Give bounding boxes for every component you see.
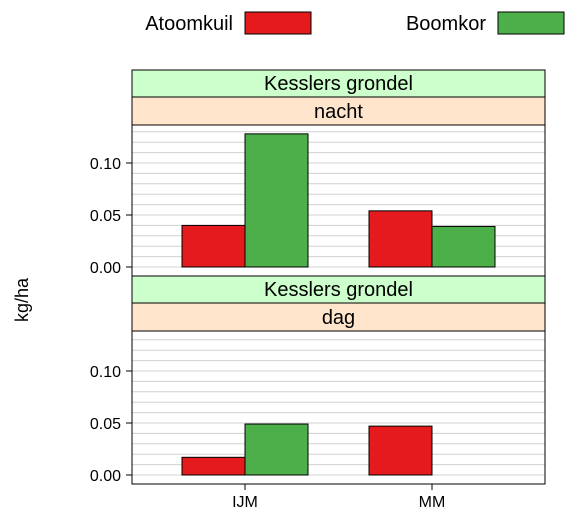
panel-dag-bars (181, 423, 433, 476)
bar-dag-ijm-atoomkuil (181, 456, 246, 476)
x-tick-label-ijm: IJM (232, 494, 258, 511)
panel-nacht: Kesslers grondel nacht (131, 69, 546, 277)
panel-nacht-bars (181, 133, 496, 268)
legend-label-atoomkuil: Atoomkuil (145, 13, 233, 35)
y-tick-label-dag: 0.10 (90, 364, 121, 381)
bar-nacht-mm-atoomkuil (368, 210, 433, 268)
panel-nacht-strip-bottom (131, 96, 546, 126)
panel-nacht-strip-bottom-label: nacht (314, 101, 363, 123)
x-tick-label-mm: MM (419, 494, 446, 511)
bar-nacht-ijm-atoomkuil (181, 224, 246, 268)
panel-nacht-strip-top-label: Kesslers grondel (264, 73, 413, 95)
y-tick-label-nacht: 0.00 (90, 260, 121, 277)
panel-nacht-strip-top (131, 69, 546, 98)
panel-dag: Kesslers grondel dag (131, 275, 546, 485)
y-tick-label-nacht: 0.05 (90, 208, 121, 225)
y-axis-label: kg/ha (12, 277, 32, 322)
y-tick-label-nacht: 0.10 (90, 156, 121, 173)
panel-dag-strip-bottom-label: dag (322, 307, 355, 329)
panel-dag-strip-top-label: Kesslers grondel (264, 279, 413, 301)
legend-swatch-boomkor (497, 11, 565, 35)
bar-dag-mm-atoomkuil (368, 425, 433, 476)
bar-dag-ijm-boomkor (244, 423, 309, 476)
bar-nacht-ijm-boomkor (244, 133, 309, 268)
bar-nacht-mm-boomkor (431, 225, 496, 268)
y-tick-label-dag: 0.00 (90, 468, 121, 485)
panel-dag-strip-bottom (131, 302, 546, 332)
panel-dag-plot-frame (131, 330, 546, 485)
legend-label-boomkor: Boomkor (406, 13, 486, 35)
x-axis: IJM MM (232, 484, 445, 511)
y-tick-label-dag: 0.05 (90, 416, 121, 433)
panel-dag-grid (132, 339, 545, 476)
panel-dag-strip-top (131, 275, 546, 304)
legend-swatch-atoomkuil (244, 11, 312, 35)
y-axes: 0.00 0.05 0.10 0.00 0.05 0.10 (90, 156, 132, 485)
legend: Atoomkuil Boomkor (145, 11, 565, 35)
